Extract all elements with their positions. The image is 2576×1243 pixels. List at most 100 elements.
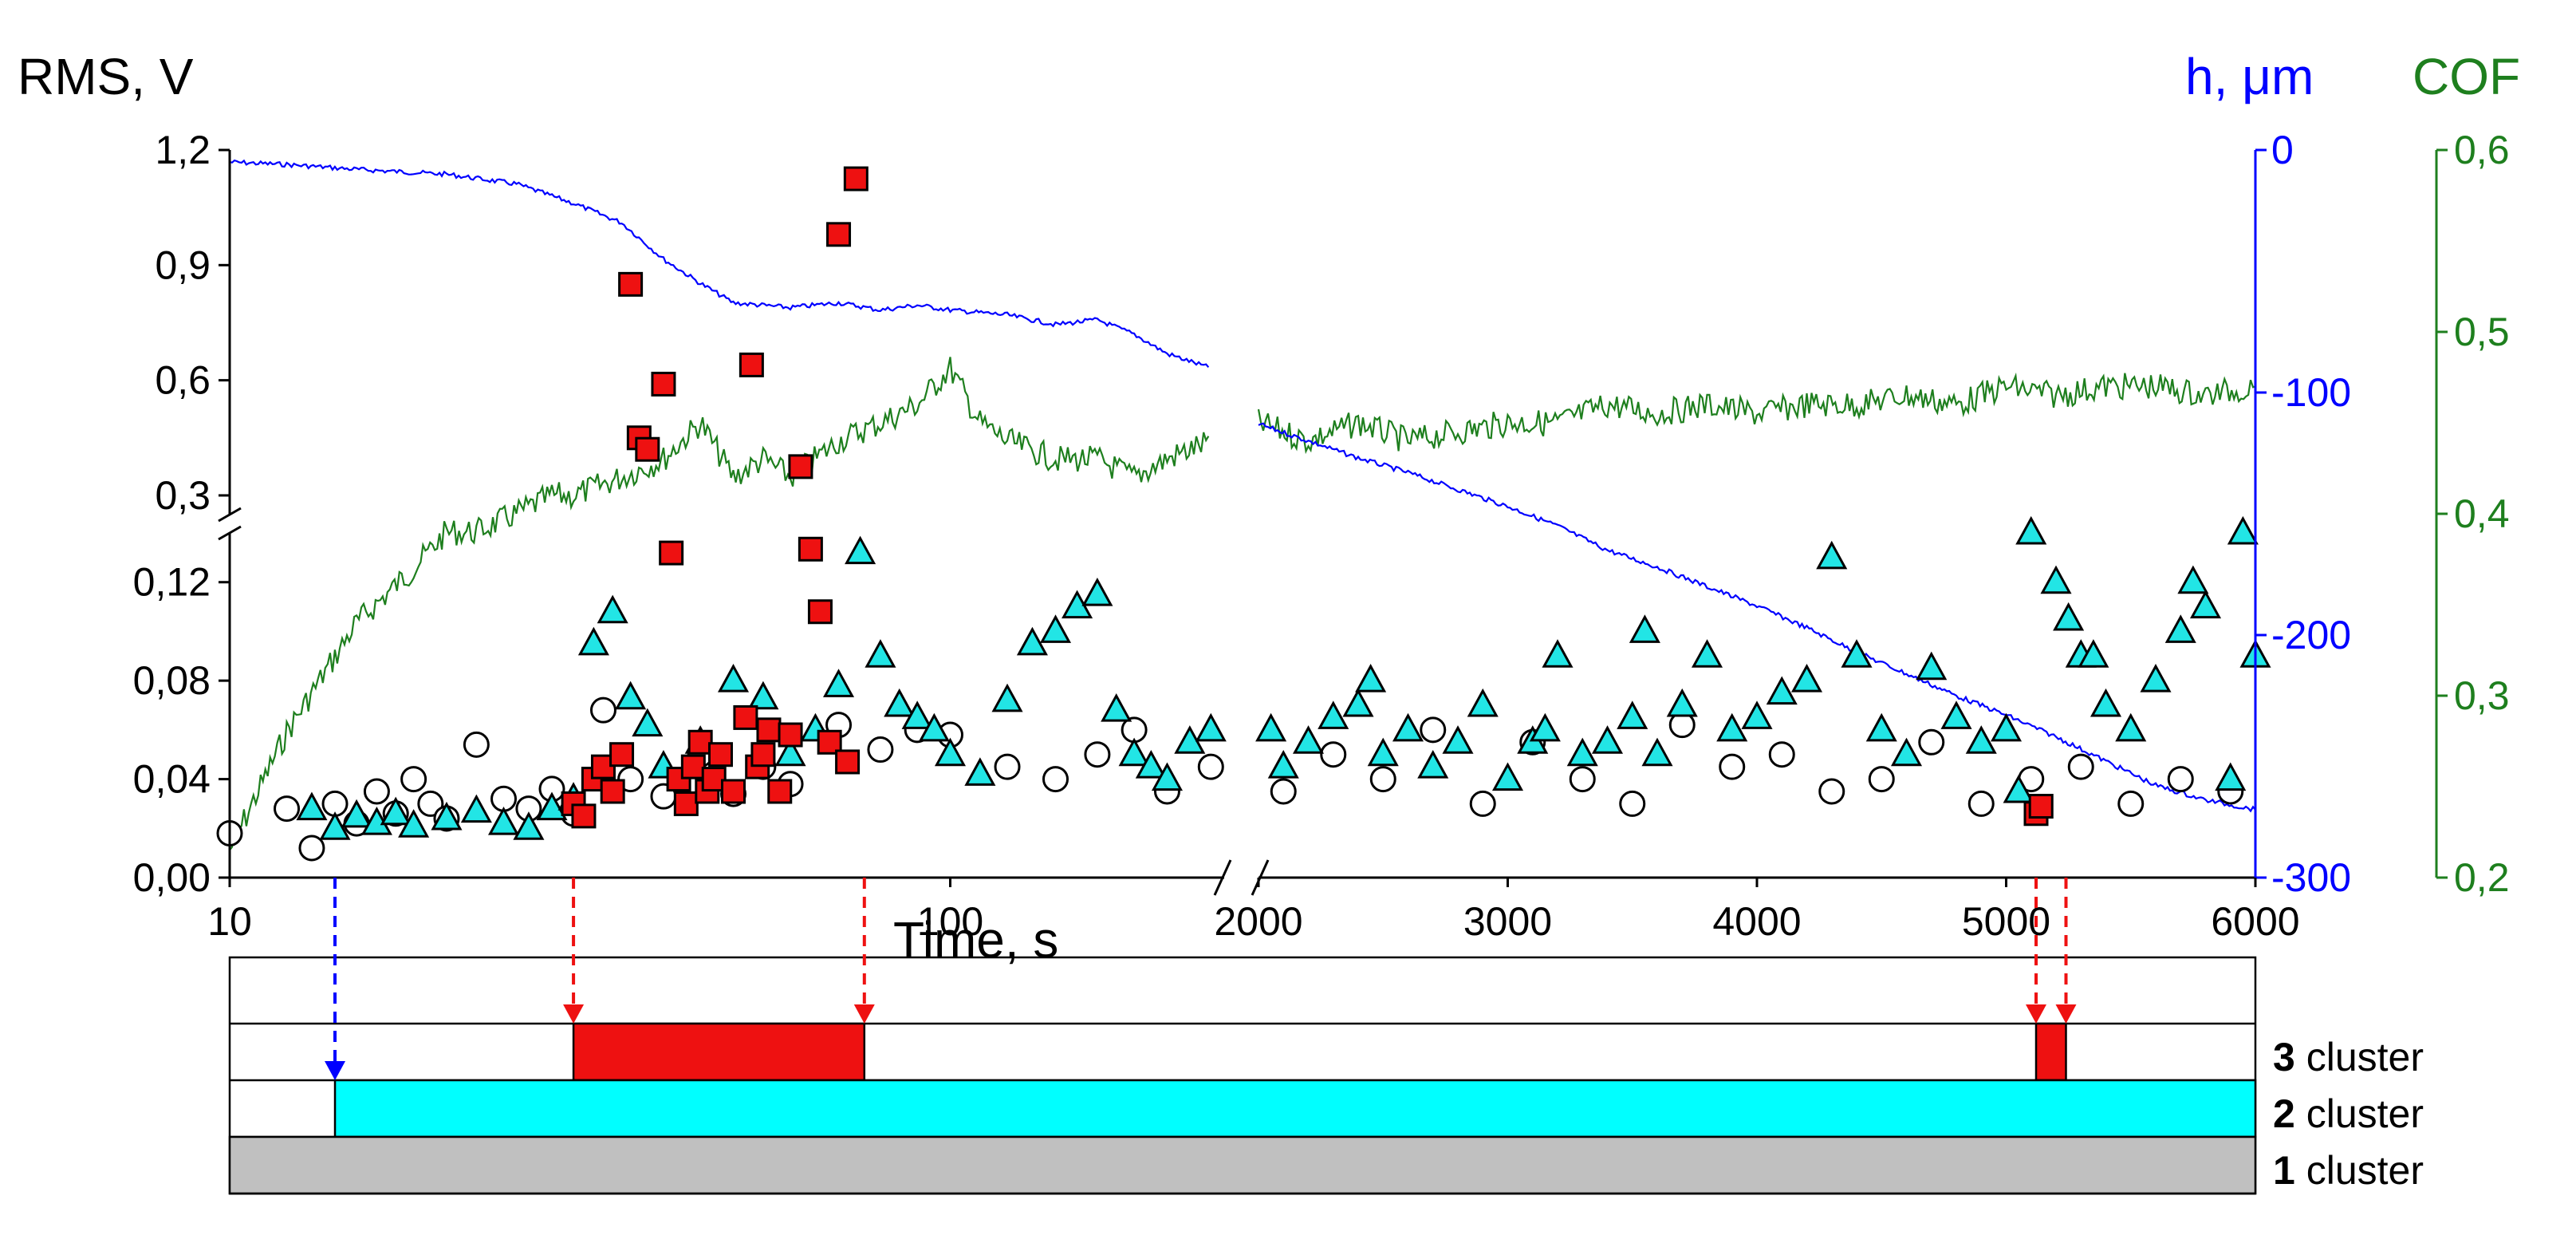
cluster-2-point xyxy=(513,811,545,840)
y-tick-label-cof: 0,3 xyxy=(2454,673,2510,718)
cluster-3-point xyxy=(807,599,833,625)
cluster-2-point xyxy=(1865,712,1897,742)
cluster-2-point xyxy=(1016,626,1048,656)
cluster-2-point xyxy=(2189,590,2222,619)
cluster-3-point xyxy=(651,371,676,397)
cluster-2-point xyxy=(1342,688,1374,717)
cluster-2-point xyxy=(431,801,463,831)
y-tick-label-left: 1,2 xyxy=(155,128,211,172)
cluster-2-point xyxy=(341,799,372,828)
y-tick-label-h: -100 xyxy=(2271,370,2351,415)
cluster-3-point xyxy=(600,779,625,804)
cluster-2-point xyxy=(901,700,933,729)
cluster-2-point xyxy=(1367,737,1399,767)
cluster-3-point xyxy=(571,803,597,829)
cluster-3-point xyxy=(826,222,852,247)
cluster-2-point xyxy=(1990,712,2023,742)
y-tick-label-h: 0 xyxy=(2271,128,2294,172)
cluster-1-point xyxy=(1569,766,1596,793)
cof-series-line xyxy=(229,357,2256,851)
cluster-2-point xyxy=(1081,578,1113,606)
cluster-1-point xyxy=(1868,766,1895,793)
y-tick-label-h: -300 xyxy=(2271,855,2351,900)
cluster-2-point xyxy=(1267,750,1299,779)
cluster-3-band xyxy=(2034,1022,2067,1082)
cluster-2-point xyxy=(1666,688,1698,717)
cluster-2-point xyxy=(1940,700,1972,729)
cluster-2-point xyxy=(1467,688,1499,717)
cluster-2-point xyxy=(487,806,520,835)
x-tick-label: 2000 xyxy=(1214,899,1302,944)
cluster-1-point xyxy=(867,736,894,764)
cluster-2-point xyxy=(934,737,967,767)
cluster-2-point xyxy=(1617,700,1648,729)
cluster-2-point xyxy=(1741,700,1773,729)
cluster-2-point xyxy=(1841,639,1873,668)
y-tick-label-h: -200 xyxy=(2271,613,2351,657)
cluster-1-point xyxy=(1420,716,1447,744)
cluster-3-point xyxy=(680,754,706,779)
cluster-2-point xyxy=(2053,602,2085,631)
cluster-2-point xyxy=(597,594,628,624)
cluster-2-point xyxy=(1890,737,1923,767)
cluster-2-point xyxy=(380,796,412,826)
cluster-2-point xyxy=(1195,712,1227,742)
cluster-1-point xyxy=(589,696,616,724)
cluster-2-point xyxy=(2164,614,2196,643)
cluster-2-point xyxy=(1916,651,1948,681)
cluster-2-point xyxy=(991,683,1023,712)
cluster-2-point xyxy=(1101,693,1132,722)
cluster-2-point xyxy=(823,669,855,697)
cluster-1-point xyxy=(1042,766,1069,793)
cluster-2-point xyxy=(1591,725,1624,754)
cluster-3-point xyxy=(635,436,660,462)
cluster-2-point xyxy=(1542,639,1574,668)
cluster-2-point xyxy=(1641,737,1673,767)
cluster-3-point xyxy=(835,749,861,775)
cluster-2-point xyxy=(865,639,896,668)
cluster-3-point xyxy=(739,352,764,377)
cluster-2-point xyxy=(1292,725,1325,754)
cluster-number: 2 xyxy=(2273,1091,2295,1136)
cluster-word: cluster xyxy=(2295,1035,2424,1079)
cluster-1-point xyxy=(298,835,325,862)
cluster-2-onset-arrowhead xyxy=(325,1061,346,1080)
cluster-1-point xyxy=(363,778,390,805)
cluster-2-point xyxy=(1766,676,1798,705)
y-tick-label-left: 0,9 xyxy=(155,243,211,287)
cluster-2-point xyxy=(1255,712,1287,742)
cluster-3-start-b-arrowhead xyxy=(2026,1004,2046,1024)
cluster-1-point xyxy=(1270,778,1297,805)
cluster-2-point xyxy=(460,794,492,823)
cluster-3-point xyxy=(673,791,699,816)
cluster-2-point xyxy=(398,809,430,838)
cluster-1-point xyxy=(2167,766,2194,793)
cluster-3-point xyxy=(659,540,684,566)
y-axis-break-mark xyxy=(218,507,242,523)
cluster-2-point xyxy=(1629,614,1660,643)
cluster-1-point xyxy=(1967,790,1995,817)
cluster-word: cluster xyxy=(2295,1148,2424,1193)
cluster-1-point xyxy=(1768,741,1795,768)
cluster-2-point xyxy=(2078,639,2109,668)
y-tick-label-left: 0,00 xyxy=(133,855,211,900)
cluster-2-point xyxy=(1151,762,1183,791)
cluster-2-point xyxy=(1135,750,1167,779)
cluster-1-point xyxy=(1719,753,1746,780)
cluster-1-point xyxy=(994,753,1021,780)
y-tick-label-left: 0,08 xyxy=(133,658,211,703)
cluster-1-label: 1 cluster xyxy=(2273,1148,2424,1193)
y-tick-label-cof: 0,4 xyxy=(2454,491,2510,536)
x-axis-break-mark xyxy=(1251,859,1270,896)
x-tick-label: 4000 xyxy=(1712,899,1801,944)
cluster-2-point xyxy=(1039,614,1072,643)
cluster-2-point xyxy=(1318,700,1349,729)
cluster-2-point xyxy=(2015,515,2047,545)
y-axis-break-mark xyxy=(218,525,242,541)
cluster-1-point xyxy=(2117,790,2145,817)
cluster-1-point xyxy=(1197,753,1224,780)
cluster-1-band xyxy=(228,1135,2257,1195)
cluster-2-point xyxy=(615,681,647,710)
cluster-1-point xyxy=(463,731,490,758)
